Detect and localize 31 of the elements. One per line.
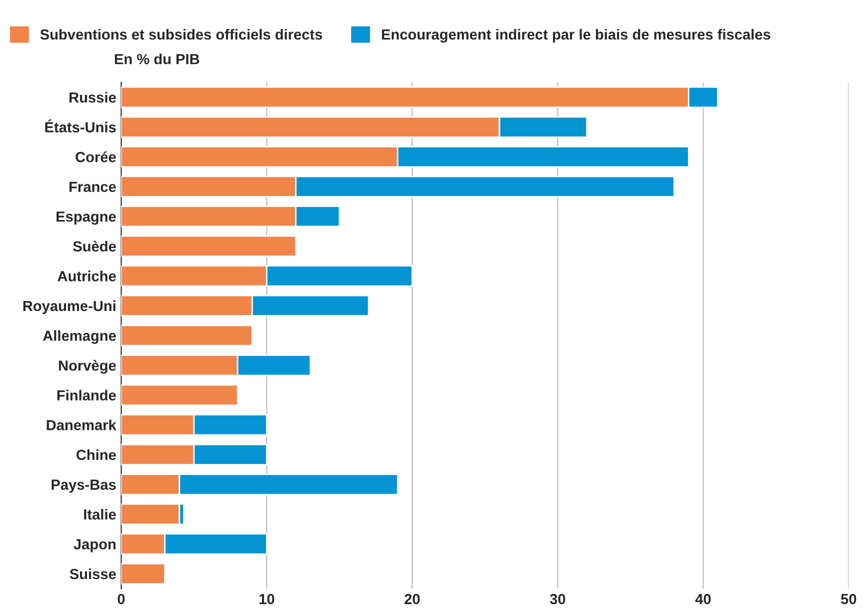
y-tick-label: Danemark (46, 420, 116, 430)
y-tick-label: Suède (73, 240, 116, 252)
y-tick-label: Espagne (56, 212, 116, 225)
bar (121, 384, 238, 406)
x-tick-label: 20 (404, 594, 420, 604)
y-tick-label: Japon (74, 539, 116, 552)
bar (121, 235, 297, 257)
y-tick-label: Finlande (57, 390, 116, 400)
y-tick-label: Corée (76, 151, 116, 162)
bar (121, 562, 166, 585)
x-tick-label: 10 (260, 594, 274, 604)
x-tick-label: 0 (118, 594, 125, 604)
legend-label: Encouragement indirect par le biais de mesures fiscales (382, 28, 770, 43)
y-tick-label: Royaume-Uni (23, 300, 116, 314)
y-axis-title: En % du PIB (114, 54, 200, 64)
x-tick-label: 40 (695, 594, 711, 604)
y-tick-label: Russie (70, 92, 116, 103)
bar (121, 324, 253, 346)
y-tick-label: Allemagne (42, 330, 116, 344)
y-tick-label: Chine (76, 449, 116, 460)
y-tick-label: Autriche (58, 270, 116, 282)
y-tick-label: Suisse (70, 568, 116, 580)
x-tick-label: 30 (550, 594, 566, 604)
y-tick-label: Italie (84, 508, 116, 520)
y-tick-label: France (70, 182, 116, 192)
y-tick-label: Pays-Bas (52, 480, 116, 493)
bar (121, 503, 180, 526)
legend-label: Subventions et subsides officiels directs (40, 28, 322, 40)
y-tick-label: États-Unis (45, 119, 116, 132)
x-tick-label: 50 (841, 594, 856, 604)
y-tick-label: Norvège (59, 360, 116, 374)
